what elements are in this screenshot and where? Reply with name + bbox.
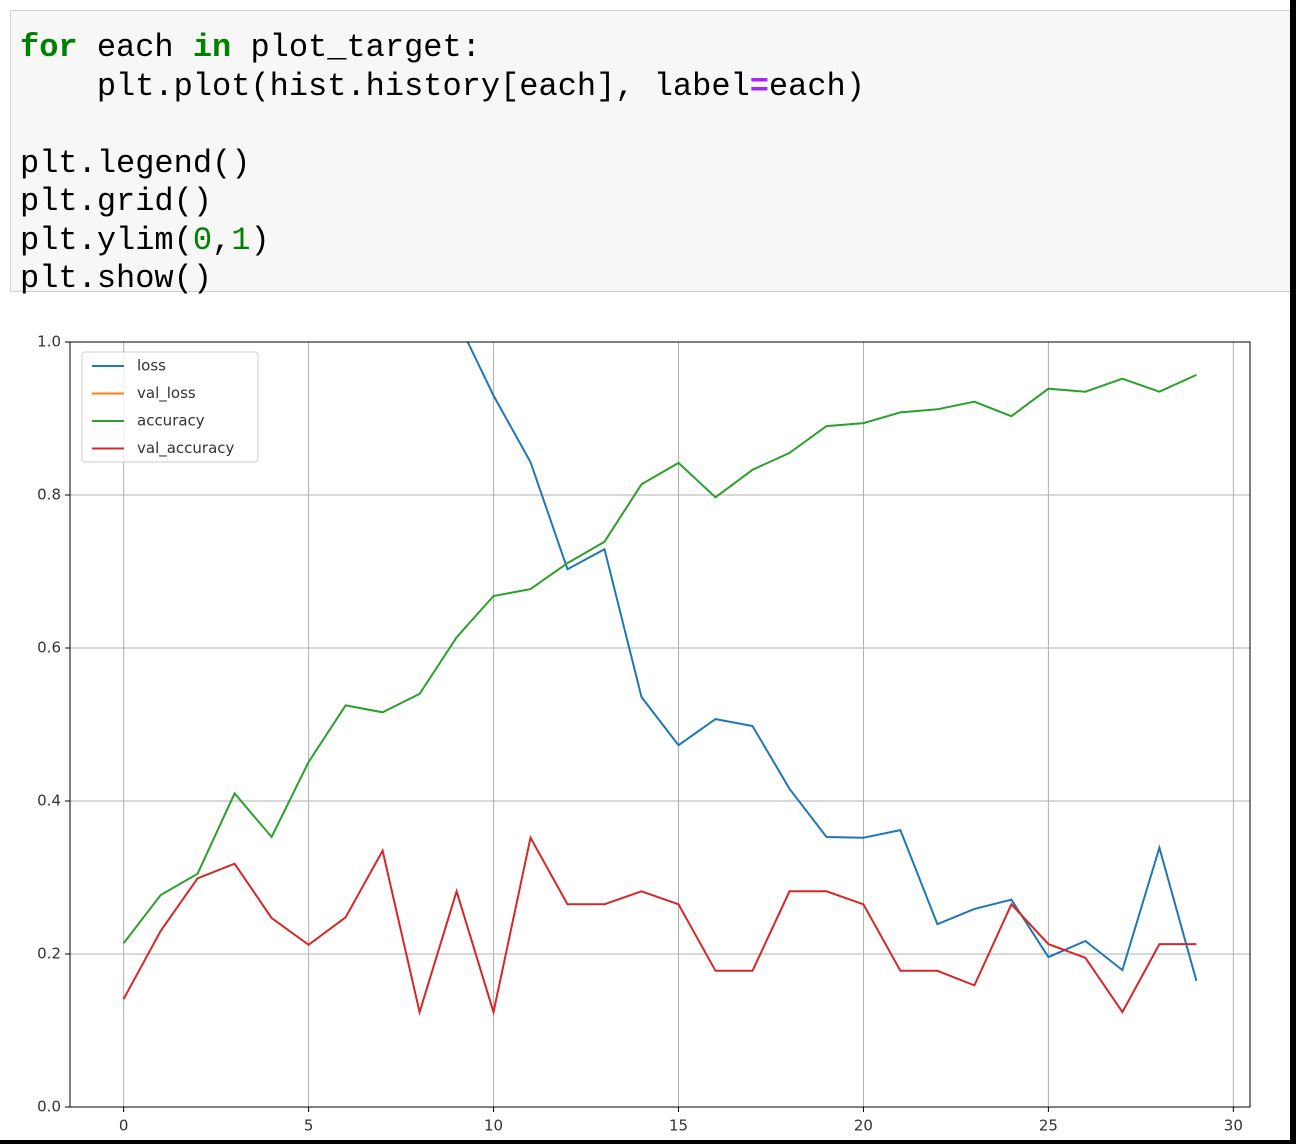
code-line: plt.grid() <box>20 183 865 222</box>
code-token: ) <box>250 221 270 259</box>
code-line: plt.ylim(0,1) <box>20 222 865 261</box>
x-tick-label: 25 <box>1039 1117 1058 1135</box>
y-tick-label: 0.4 <box>37 792 61 810</box>
x-tick-label: 0 <box>119 1117 129 1135</box>
code-line: for each in plot_target: <box>20 29 865 68</box>
legend-label: accuracy <box>137 412 205 430</box>
code-line: plt.show() <box>20 260 865 299</box>
code-token: plt.legend() <box>20 144 251 182</box>
y-tick-label: 0.8 <box>37 486 61 504</box>
code-token: = <box>749 67 769 105</box>
x-tick-label: 15 <box>669 1117 688 1135</box>
plot-frame <box>69 341 1251 1108</box>
code-token: plot_target: <box>231 29 481 66</box>
frame <box>0 1140 1296 1144</box>
legend-label: val_loss <box>137 384 196 403</box>
frame <box>1290 0 1296 1144</box>
code-token: each <box>77 29 193 66</box>
y-tick-label: 0.6 <box>37 639 61 657</box>
legend-label: loss <box>137 357 166 375</box>
legend-box <box>81 351 259 463</box>
code-token: 1 <box>231 221 251 259</box>
code-token: in <box>192 29 232 66</box>
series-line <box>122 373 1197 944</box>
code-cell[interactable]: for each in plot_target: plt.plot(hist.h… <box>10 10 1296 297</box>
code-token: each) <box>768 67 865 105</box>
code: for each in plot_target: plt.plot(hist.h… <box>20 29 865 299</box>
code-token: 0 <box>192 221 213 259</box>
code-token: , <box>212 221 232 259</box>
plot-area <box>122 342 1198 1017</box>
code-line: plt.legend() <box>20 145 865 184</box>
y-tick-label: 0.0 <box>37 1098 61 1116</box>
code-line: plt.plot(hist.history[each], label=each) <box>20 68 865 107</box>
y-tick-label: 1.0 <box>37 333 61 351</box>
series-line <box>122 834 1197 1017</box>
code-token: plt.ylim( <box>20 221 193 259</box>
code-token: plt.show() <box>20 260 213 297</box>
code-token: plt.grid() <box>20 183 213 220</box>
x-tick-label: 10 <box>484 1117 503 1135</box>
code-token: plt.plot(hist.history[each], label <box>20 67 750 105</box>
x-tick-label: 5 <box>304 1117 314 1135</box>
legend-label: val_accuracy <box>137 439 235 458</box>
y-tick-label: 0.2 <box>37 945 61 963</box>
series-line <box>466 342 1198 982</box>
x-tick-label: 20 <box>854 1117 873 1135</box>
code-token: for <box>20 29 78 66</box>
x-tick-label: 30 <box>1224 1117 1243 1135</box>
